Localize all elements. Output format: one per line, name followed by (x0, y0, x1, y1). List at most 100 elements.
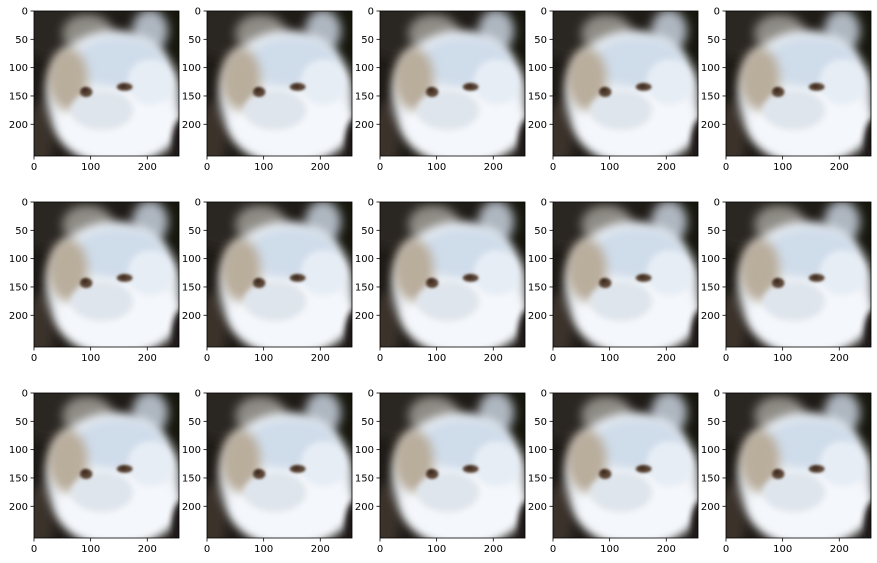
x-tick-label: 100 (254, 544, 273, 555)
y-tick-label: 0 (714, 389, 720, 400)
cat-image (190, 0, 366, 170)
x-tick-label: 200 (138, 162, 157, 173)
x-tick-label: 100 (254, 353, 273, 364)
y-tick-label: 200 (9, 502, 28, 513)
y-tick-label: 0 (22, 198, 28, 209)
x-tick-label: 200 (138, 353, 157, 364)
x-tick-label: 200 (484, 544, 503, 555)
axes-frame (206, 392, 353, 539)
y-tick-label: 50 (534, 226, 547, 237)
x-tick-label: 0 (31, 162, 37, 173)
y-tick-label: 200 (701, 502, 720, 513)
y-tick-label: 100 (9, 445, 28, 456)
y-tick-label: 100 (182, 445, 201, 456)
y-tick-label: 200 (9, 120, 28, 131)
y-tick-label: 0 (541, 7, 547, 18)
y-tick-label: 0 (195, 198, 201, 209)
y-tick-label: 50 (15, 417, 28, 428)
y-tick-label: 100 (701, 254, 720, 265)
cat-image (709, 0, 877, 170)
y-tick-label: 50 (361, 417, 374, 428)
subplot-panel: 0 100 200 0 50 100 150 200 (528, 376, 712, 555)
x-tick-label: 200 (830, 162, 849, 173)
x-tick-label: 0 (723, 162, 729, 173)
x-tick-label: 200 (657, 353, 676, 364)
cat-image (363, 0, 539, 170)
y-tick-label: 200 (528, 311, 547, 322)
y-tick-label: 200 (528, 120, 547, 131)
x-tick-label: 0 (204, 544, 210, 555)
x-tick-label: 200 (830, 353, 849, 364)
y-tick-label: 100 (528, 254, 547, 265)
x-tick-label: 100 (427, 162, 446, 173)
x-tick-label: 0 (377, 544, 383, 555)
y-tick-label: 100 (182, 63, 201, 74)
x-tick-label: 0 (204, 353, 210, 364)
y-tick-label: 0 (195, 389, 201, 400)
cat-image (363, 376, 539, 552)
subplot-panel: 0 100 200 0 50 100 150 200 (701, 0, 877, 173)
y-tick-label: 150 (182, 473, 201, 484)
x-tick-label: 100 (81, 353, 100, 364)
y-tick-label: 150 (701, 91, 720, 102)
y-tick-label: 50 (188, 35, 201, 46)
y-tick-label: 50 (707, 417, 720, 428)
y-tick-label: 100 (355, 254, 374, 265)
x-tick-label: 100 (773, 162, 792, 173)
x-tick-label: 100 (773, 353, 792, 364)
x-tick-label: 0 (550, 162, 556, 173)
y-tick-label: 150 (182, 91, 201, 102)
cat-image (17, 376, 193, 552)
y-tick-label: 0 (22, 389, 28, 400)
y-tick-label: 100 (182, 254, 201, 265)
y-tick-label: 0 (195, 7, 201, 18)
subplot-panel: 0 100 200 0 50 100 150 200 (9, 0, 193, 173)
y-tick-label: 50 (534, 35, 547, 46)
x-tick-label: 200 (830, 544, 849, 555)
y-tick-label: 200 (701, 120, 720, 131)
axes-frame (552, 392, 699, 539)
x-tick-label: 0 (377, 162, 383, 173)
y-tick-label: 150 (528, 473, 547, 484)
x-tick-label: 100 (427, 353, 446, 364)
y-tick-label: 200 (701, 311, 720, 322)
x-tick-label: 200 (657, 162, 676, 173)
cat-image (190, 376, 366, 552)
subplot-panel: 0 100 200 0 50 100 150 200 (528, 0, 712, 173)
y-tick-label: 50 (707, 35, 720, 46)
y-tick-label: 200 (9, 311, 28, 322)
y-tick-label: 150 (701, 282, 720, 293)
y-tick-label: 0 (541, 389, 547, 400)
y-tick-label: 50 (15, 35, 28, 46)
subplot-panel: 0 100 200 0 50 100 150 200 (355, 0, 539, 173)
x-tick-label: 200 (657, 544, 676, 555)
x-tick-label: 0 (723, 544, 729, 555)
x-tick-label: 100 (81, 544, 100, 555)
x-tick-label: 0 (31, 544, 37, 555)
x-tick-label: 100 (254, 162, 273, 173)
subplot-panel: 0 100 200 0 50 100 150 200 (9, 185, 193, 364)
x-tick-label: 0 (550, 544, 556, 555)
y-tick-label: 100 (528, 63, 547, 74)
x-tick-label: 200 (311, 162, 330, 173)
subplot-panel: 0 100 200 0 50 100 150 200 (355, 376, 539, 555)
y-tick-label: 50 (534, 417, 547, 428)
cat-image (17, 0, 193, 170)
y-tick-label: 100 (701, 445, 720, 456)
cat-image (536, 376, 712, 552)
x-tick-label: 0 (31, 353, 37, 364)
y-tick-label: 0 (368, 198, 374, 209)
axes-frame (33, 10, 180, 157)
axes-frame (206, 10, 353, 157)
x-tick-label: 200 (311, 544, 330, 555)
subplot-panel: 0 100 200 0 50 100 150 200 (182, 0, 366, 173)
y-tick-label: 100 (355, 63, 374, 74)
x-tick-label: 200 (484, 162, 503, 173)
y-tick-label: 150 (355, 473, 374, 484)
y-tick-label: 0 (22, 7, 28, 18)
y-tick-label: 200 (355, 311, 374, 322)
axes-frame (725, 392, 872, 539)
axes-frame (379, 10, 526, 157)
y-tick-label: 0 (368, 389, 374, 400)
